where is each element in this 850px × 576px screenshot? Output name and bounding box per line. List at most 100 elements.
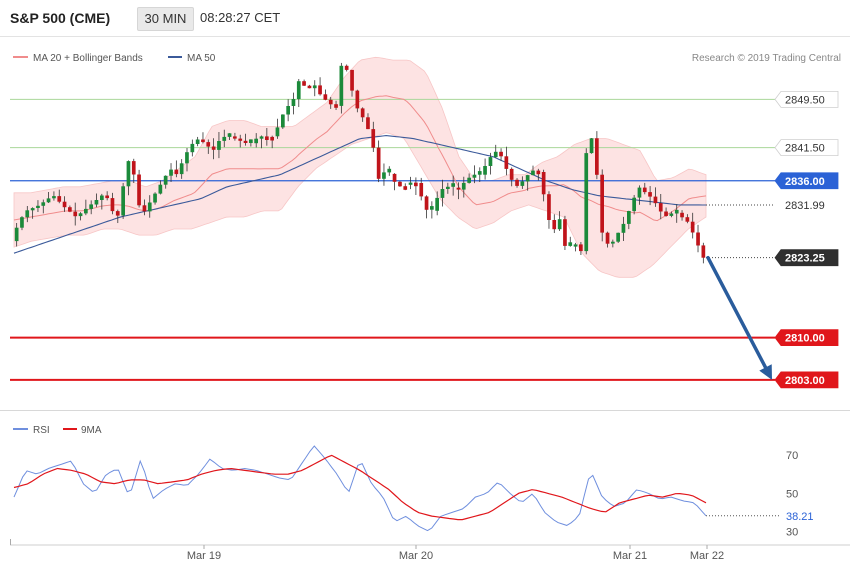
candle [440,189,445,198]
candle [376,147,381,179]
candle [254,138,258,144]
level-badge-text: 2823.25 [785,253,825,265]
timeframe-button[interactable]: 30 MIN [137,7,194,31]
candle [78,213,83,217]
candle [573,244,578,247]
candle [355,90,360,109]
rsi-lines: 38.21 [13,445,814,532]
candle [456,187,461,190]
level-badge-text: 2836.00 [785,176,825,188]
candle [387,168,392,173]
candle [201,139,205,143]
candle [57,196,62,202]
candle [249,139,253,143]
candle [541,172,546,195]
level-badge-1: 2841.50 [774,139,839,156]
candle [126,161,131,187]
candle [323,94,328,100]
rsi-tick-label: 50 [786,488,798,500]
candle [147,202,152,212]
level-badge-2: 2836.00 [774,172,839,190]
candle [14,227,19,242]
level-badge-3: 2831.99 [785,200,825,212]
candle [536,170,541,175]
candle [632,197,636,212]
ma50-legend-label: MA 50 [187,53,216,64]
candle [531,170,535,176]
rsi-legend-label: RSI [33,425,50,436]
candle [217,141,221,150]
forecast-arrow-head [759,364,772,380]
candle [648,192,652,197]
candle [84,208,88,214]
candle [696,232,700,246]
candle [270,136,274,141]
candle [339,65,344,106]
candle [307,85,312,89]
candle [233,136,237,139]
level-badge-shape [774,90,839,108]
bollinger-bands [13,56,707,278]
candle [525,175,530,182]
bollinger-band-area [13,56,707,278]
candle [68,207,72,212]
level-badge-text: 2831.99 [785,200,825,212]
candle [89,204,93,209]
candle [611,241,615,244]
candle [302,81,306,86]
candle [350,69,354,91]
candle [600,174,604,233]
ma20-line [13,95,707,222]
timestamp: 08:28:27 CET [200,10,281,25]
candle [265,136,269,140]
candle [408,182,413,185]
candle [41,202,46,206]
candle [446,186,450,189]
candle [509,168,514,180]
candle [334,104,338,108]
rsi-tick-label: 70 [786,450,798,462]
level-badge-text: 2803.00 [785,375,825,387]
price-chart[interactable]: 2849.50 2841.50 2836.00 2831.99 2823.25 2810.… [0,0,850,410]
candle [259,136,264,139]
candles [14,62,706,264]
candle [451,183,455,187]
candle [424,196,429,210]
level-badge-shape [774,329,839,347]
x-tick-label: Mar 21 [613,550,647,562]
candle [195,139,200,144]
candle [94,200,99,205]
candle [520,181,525,186]
candle [398,181,402,187]
level-badge-text: 2849.50 [785,94,825,106]
rsi-ma-line [13,454,707,521]
candle [344,65,349,70]
candle [568,242,573,246]
candle [121,186,125,216]
candle [552,220,557,230]
candle [360,108,365,118]
level-badge-shape [774,172,839,190]
candle [227,133,232,137]
candle [137,174,141,206]
candle [563,219,567,246]
rsi-grid: 70 50 30 [786,450,798,538]
candle [461,182,466,190]
level-badge-6: 2803.00 [774,371,839,389]
candle [483,166,487,175]
candle [142,205,147,212]
level-badge-shape [774,371,839,389]
candle [115,211,120,216]
level-badge-5: 2810.00 [774,329,839,347]
candle [557,219,562,230]
candle [664,211,668,216]
candle [435,197,439,211]
candle [243,140,248,143]
level-badge-text: 2810.00 [785,333,825,345]
candle [605,232,610,244]
level-badge-text: 2841.50 [785,143,825,155]
candle [488,157,493,166]
candle [419,183,424,197]
level-badge-4: 2823.25 [774,249,839,267]
